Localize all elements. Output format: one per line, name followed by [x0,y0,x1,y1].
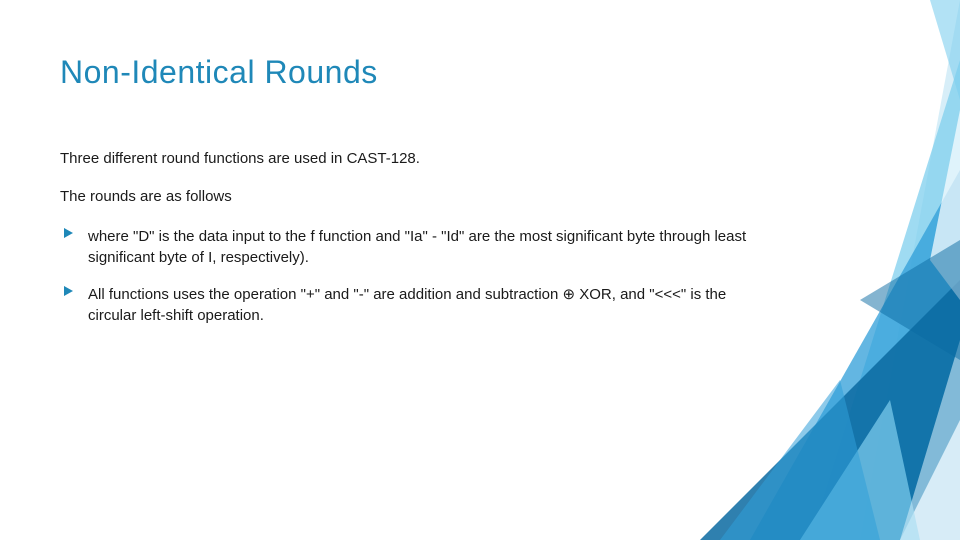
bullet-list: where "D" is the data input to the f fun… [60,226,760,326]
list-item-text: where "D" is the data input to the f fun… [88,228,746,266]
list-item: where "D" is the data input to the f fun… [60,226,760,268]
list-item: All functions uses the operation "+" and… [60,284,760,326]
paragraph: The rounds are as follows [60,187,760,207]
arrow-bullet-icon [64,228,73,238]
paragraph: Three different round functions are used… [60,149,760,169]
content-area: Non-Identical Rounds Three different rou… [60,54,760,342]
slide: Non-Identical Rounds Three different rou… [0,0,960,540]
list-item-text: All functions uses the operation "+" and… [88,286,726,324]
arrow-bullet-icon [64,286,73,296]
slide-title: Non-Identical Rounds [60,54,760,91]
